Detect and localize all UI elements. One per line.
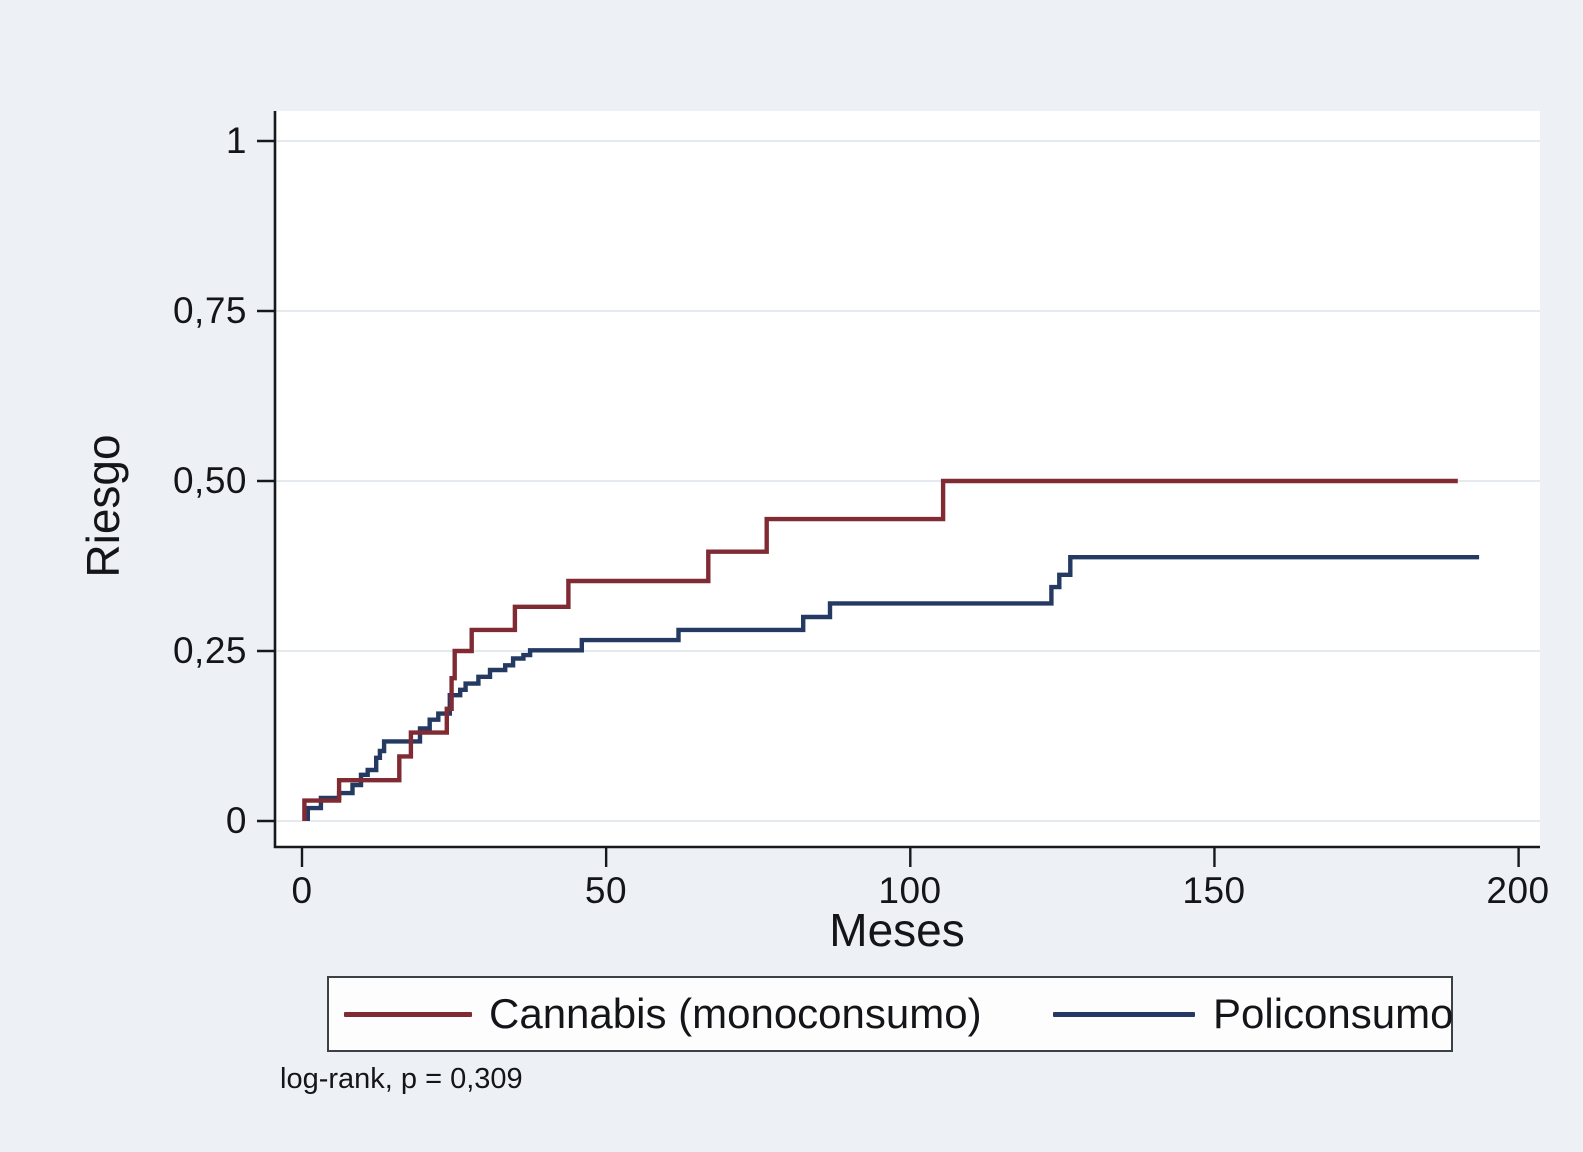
axis-tick-marks (257, 139, 1520, 867)
log-rank-note: log-rank, p = 0,309 (280, 1063, 523, 1095)
x-tick-label-100: 100 (878, 870, 942, 911)
cannabis-curve (302, 478, 1458, 821)
legend-box: Cannabis (monoconsumo) Policonsumo (327, 976, 1453, 1052)
x-axis-title: Meses (829, 904, 965, 956)
x-tick-label-50: 50 (584, 870, 628, 911)
y-tick-label-025: 0,25 (172, 630, 247, 671)
legend-label-cannabis: Cannabis (monoconsumo) (489, 990, 982, 1037)
y-tick-label-1: 1 (225, 120, 247, 161)
y-tick-label-075: 0,75 (172, 290, 247, 331)
legend-label-policonsumo: Policonsumo (1213, 990, 1454, 1037)
curves (302, 478, 1480, 821)
y-tick-label-050: 0,50 (172, 460, 247, 501)
cannabis-line-swatch (344, 1012, 472, 1017)
x-tick-label-0: 0 (291, 870, 313, 911)
y-axis-title: Riesgo (77, 434, 129, 578)
x-tick-label-150: 150 (1182, 870, 1246, 911)
axis-lines (273, 111, 1540, 849)
y-tick-label-0: 0 (225, 800, 247, 841)
policonsumo-line-swatch (1053, 1012, 1195, 1017)
x-tick-label-200: 200 (1486, 870, 1550, 911)
policonsumo-curve (305, 555, 1480, 821)
